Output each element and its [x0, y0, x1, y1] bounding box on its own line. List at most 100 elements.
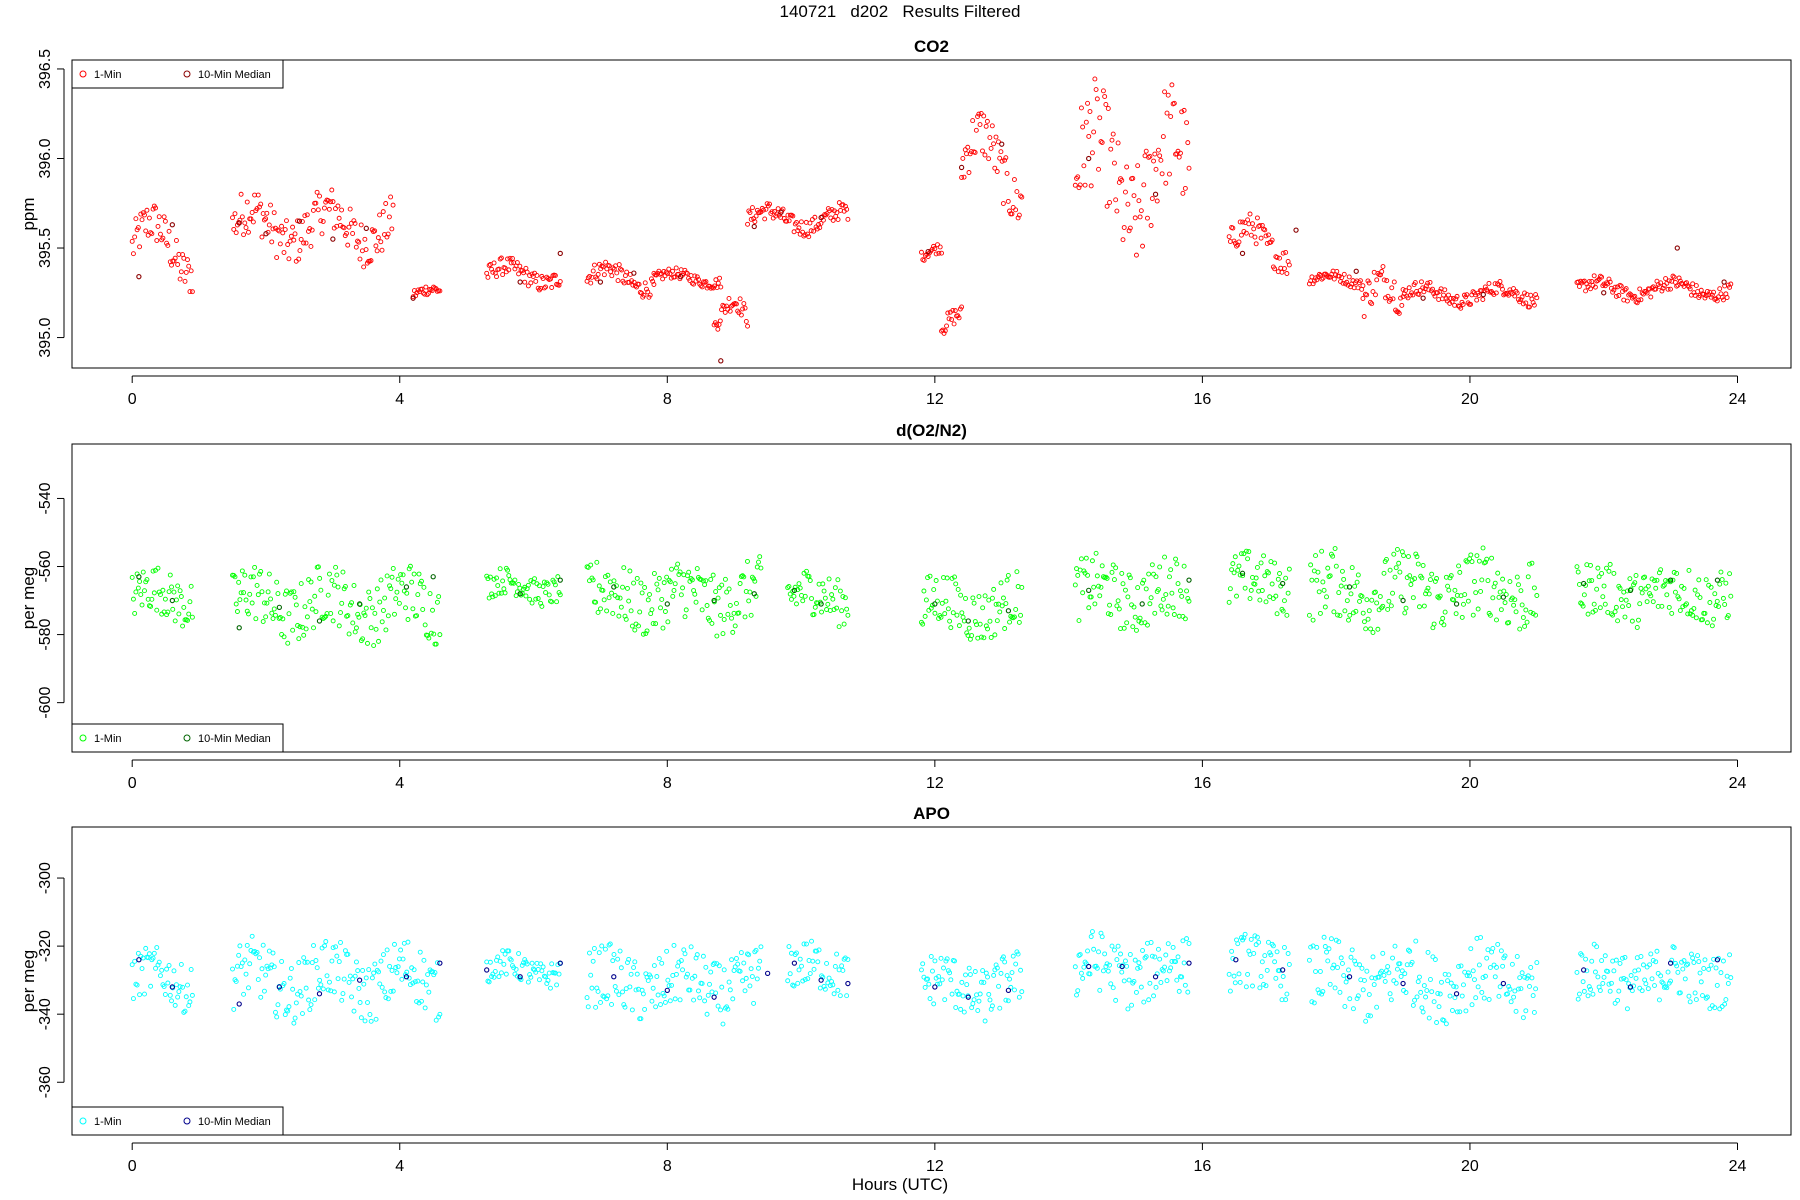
- one-min-point: [702, 998, 708, 1004]
- x-tick-label: 12: [926, 1158, 944, 1175]
- one-min-point: [162, 596, 168, 602]
- one-min-point: [683, 607, 689, 613]
- one-min-point: [1110, 562, 1116, 568]
- one-min-point: [1498, 948, 1504, 954]
- one-min-point: [1140, 948, 1146, 953]
- one-min-point: [653, 1004, 659, 1010]
- one-min-point: [1472, 977, 1477, 983]
- one-min-point: [541, 285, 547, 291]
- one-min-point: [699, 284, 705, 290]
- one-min-point: [729, 615, 734, 621]
- one-min-point: [922, 984, 928, 990]
- one-min-point: [1076, 185, 1082, 191]
- one-min-point: [505, 256, 510, 262]
- one-min-point: [1648, 951, 1654, 957]
- one-min-point: [263, 972, 269, 978]
- one-min-point: [1576, 581, 1582, 587]
- one-min-point: [554, 982, 560, 988]
- one-min-point: [528, 974, 534, 980]
- one-min-point: [1700, 617, 1705, 623]
- one-min-point: [1314, 944, 1320, 950]
- one-min-point: [187, 599, 193, 605]
- co2-y-axis-label: ppm: [19, 197, 38, 230]
- one-min-point: [590, 268, 596, 274]
- one-min-point: [585, 1004, 591, 1010]
- one-min-point: [356, 614, 362, 620]
- one-min-point: [1085, 948, 1090, 954]
- one-min-point: [1507, 579, 1513, 585]
- one-min-point: [506, 948, 512, 954]
- one-min-point: [1259, 959, 1265, 965]
- one-min-point: [1421, 603, 1427, 609]
- one-min-point: [1086, 133, 1092, 139]
- one-min-point: [158, 231, 163, 237]
- one-min-point: [988, 635, 994, 640]
- one-min-point: [396, 600, 402, 606]
- one-min-point: [1512, 597, 1518, 603]
- one-min-point: [491, 974, 497, 980]
- one-min-point: [1648, 593, 1654, 599]
- one-min-point: [748, 216, 754, 222]
- one-min-point: [301, 240, 307, 246]
- one-min-point: [376, 969, 381, 975]
- one-min-point: [236, 952, 242, 958]
- one-min-point: [670, 268, 675, 274]
- one-min-point: [832, 963, 838, 969]
- one-min-point: [959, 610, 965, 616]
- one-min-point: [1122, 587, 1128, 593]
- one-min-point: [1319, 276, 1325, 282]
- one-min-point: [636, 281, 642, 287]
- y-tick-label: 395.5: [37, 228, 54, 268]
- one-min-point: [144, 577, 150, 583]
- one-min-point: [796, 225, 802, 231]
- one-min-point: [811, 966, 817, 972]
- one-min-point: [1400, 287, 1406, 292]
- one-min-point: [721, 617, 727, 622]
- one-min-point: [1125, 201, 1131, 207]
- median-point: [356, 601, 363, 607]
- x-tick-label: 16: [1193, 1158, 1211, 1175]
- one-min-point: [239, 568, 245, 574]
- one-min-point: [962, 147, 968, 153]
- one-min-point: [1658, 567, 1664, 573]
- median-point: [1152, 191, 1159, 197]
- one-min-point: [1650, 958, 1656, 963]
- one-min-point: [1348, 591, 1354, 597]
- one-min-point: [1640, 962, 1646, 968]
- one-min-point: [1467, 973, 1473, 979]
- one-min-point: [1323, 271, 1329, 277]
- one-min-point: [1419, 279, 1424, 285]
- one-min-point: [307, 1007, 313, 1013]
- one-min-point: [1409, 959, 1415, 965]
- one-min-point: [944, 956, 950, 962]
- one-min-point: [1332, 546, 1338, 551]
- one-min-point: [1453, 984, 1459, 990]
- one-min-point: [975, 114, 981, 119]
- one-min-point: [188, 268, 194, 274]
- one-min-point: [627, 568, 633, 574]
- one-min-point: [239, 960, 245, 966]
- one-min-point: [1489, 555, 1495, 561]
- one-min-point: [1725, 981, 1731, 986]
- one-min-point: [1586, 279, 1592, 285]
- one-min-point: [1016, 994, 1022, 1000]
- one-min-point: [331, 989, 337, 995]
- one-min-point: [1002, 959, 1008, 965]
- one-min-point: [724, 589, 730, 595]
- one-min-point: [1684, 601, 1689, 607]
- one-min-point: [605, 993, 611, 999]
- one-min-point: [183, 269, 189, 275]
- one-min-point: [356, 239, 362, 245]
- median-point: [965, 994, 971, 1000]
- one-min-point: [791, 983, 797, 989]
- median-point: [410, 295, 416, 301]
- one-min-point: [148, 230, 154, 236]
- one-min-point: [1119, 969, 1125, 975]
- one-min-point: [340, 991, 346, 997]
- one-min-point: [1492, 974, 1498, 980]
- one-min-point: [1237, 219, 1243, 225]
- one-min-point: [664, 574, 670, 580]
- one-min-point: [713, 589, 719, 595]
- one-min-point: [1012, 987, 1017, 993]
